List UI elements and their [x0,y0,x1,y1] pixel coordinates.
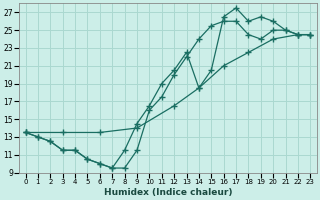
X-axis label: Humidex (Indice chaleur): Humidex (Indice chaleur) [104,188,232,197]
